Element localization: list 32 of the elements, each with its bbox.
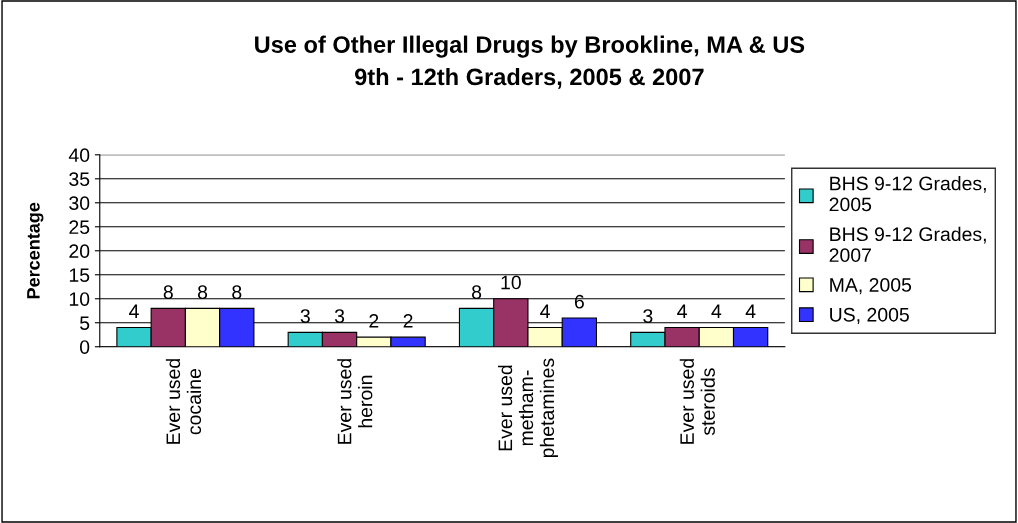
y-tick-label: 40 [68, 148, 90, 163]
y-tick-label: 35 [69, 172, 90, 187]
legend-label: US, 2005 [830, 307, 909, 324]
y-tick-label: 10 [69, 292, 90, 306]
x-tick-label: Ever used metham- phetamines [497, 358, 558, 458]
data-label: 3 [334, 309, 345, 323]
data-label: 8 [197, 285, 208, 299]
legend-label: MA, 2005 [830, 278, 912, 295]
y-tick-label: 20 [69, 244, 90, 259]
y-tick-label: 25 [69, 220, 90, 235]
legend-label: BHS 9-12 Grades, 2007 [829, 226, 986, 263]
data-label: 10 [501, 275, 521, 290]
data-label: 8 [163, 285, 173, 299]
data-label: 3 [643, 309, 653, 323]
data-label: 8 [472, 285, 482, 299]
data-label: 4 [129, 304, 139, 318]
data-label: 4 [677, 304, 687, 318]
x-tick-label: Ever used steroids [679, 359, 715, 444]
x-tick-label: Ever used heroin [337, 359, 373, 444]
y-tick-label: 5 [80, 316, 90, 330]
y-tick-label: 30 [69, 196, 90, 211]
data-label: 3 [300, 309, 310, 323]
data-label: 4 [745, 304, 756, 318]
legend-label: BHS 9-12 Grades, 2005 [829, 176, 986, 212]
data-label: 8 [232, 285, 242, 299]
y-tick-label: 15 [69, 268, 90, 283]
data-label: 4 [540, 304, 550, 318]
y-axis-title: Percentage [27, 202, 44, 299]
data-label: 4 [711, 304, 722, 318]
x-tick-label: Ever used cocaine [165, 359, 202, 444]
y-tick-label: 0 [79, 340, 90, 354]
chart-title: Use of Other Illegal Drugs by Brookline, MA & US 9th - 12th Graders, 2005 & 2007 [255, 35, 805, 89]
